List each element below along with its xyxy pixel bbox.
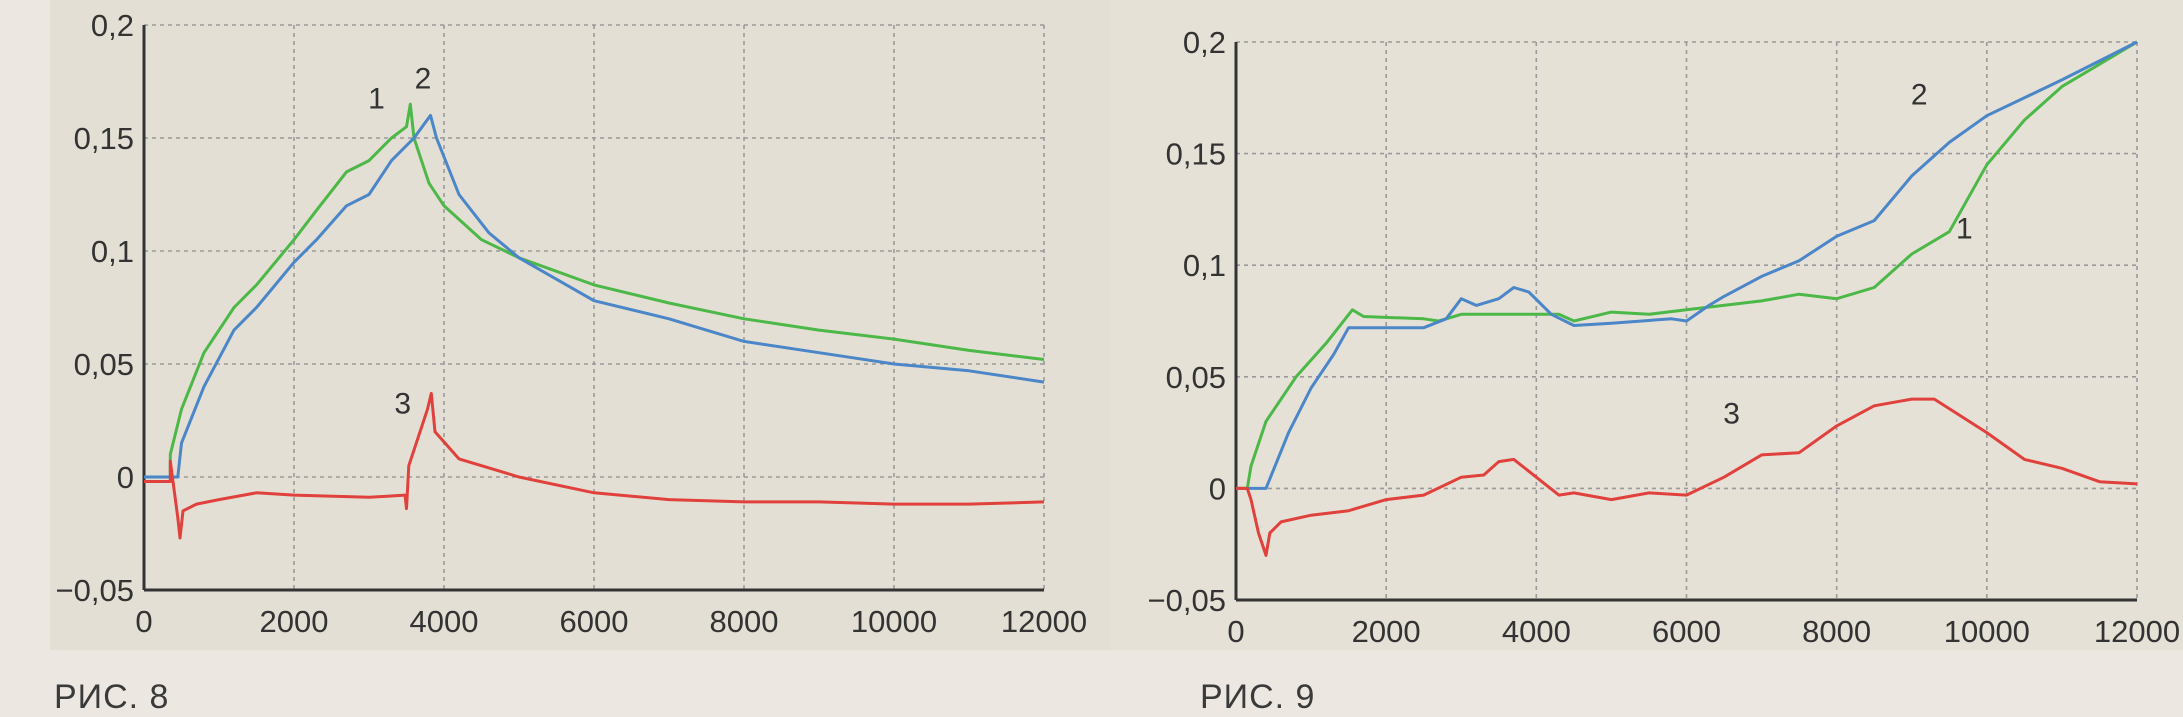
y-tick-label: 0,2 [91,8,134,43]
y-tick-label: 0,05 [74,347,134,382]
x-tick-label: 0 [135,604,152,639]
series-line-1 [144,102,1045,479]
series-label-3: 3 [394,388,411,421]
y-tick-label: 0,2 [1183,25,1226,60]
x-tick-label: 6000 [560,604,629,639]
y-tick-label: 0,1 [1183,248,1226,283]
x-tick-label: 4000 [410,604,479,639]
y-tick-label: 0 [1209,471,1226,506]
y-tick-label: 0,1 [91,234,134,269]
x-tick-label: 2000 [260,604,329,639]
x-tick-label: 12000 [2094,614,2180,649]
y-tick-label: 0 [117,460,134,495]
series-line-1 [1236,40,2138,490]
series-label-2: 2 [1911,78,1928,111]
x-tick-label: 8000 [710,604,779,639]
x-tick-label: 12000 [1001,604,1087,639]
series-line-3 [1236,397,2138,557]
x-tick-label: 4000 [1502,614,1571,649]
series-line-2 [1236,40,2138,490]
x-tick-label: 2000 [1352,614,1421,649]
series-line-2 [144,113,1045,479]
y-tick-label: 0,15 [74,121,134,156]
y-tick-label: 0,15 [1166,137,1226,172]
x-tick-label: 0 [1227,614,1244,649]
series-label-3: 3 [1723,398,1740,431]
series-line-3 [144,391,1045,540]
series-label-1: 1 [368,83,385,116]
x-tick-label: 6000 [1652,614,1721,649]
figure-9-caption: РИС. 9 [1200,678,1316,716]
y-tick-label: −0,05 [1148,583,1226,618]
x-tick-label: 10000 [851,604,937,639]
series-label-2: 2 [415,62,432,95]
y-tick-label: −0,05 [56,573,134,608]
series-label-1: 1 [1956,212,1973,245]
figure-8-background [50,0,1110,650]
figure-8-caption: РИС. 8 [54,678,170,716]
y-tick-label: 0,05 [1166,360,1226,395]
x-tick-label: 10000 [1944,614,2030,649]
x-tick-label: 8000 [1802,614,1871,649]
